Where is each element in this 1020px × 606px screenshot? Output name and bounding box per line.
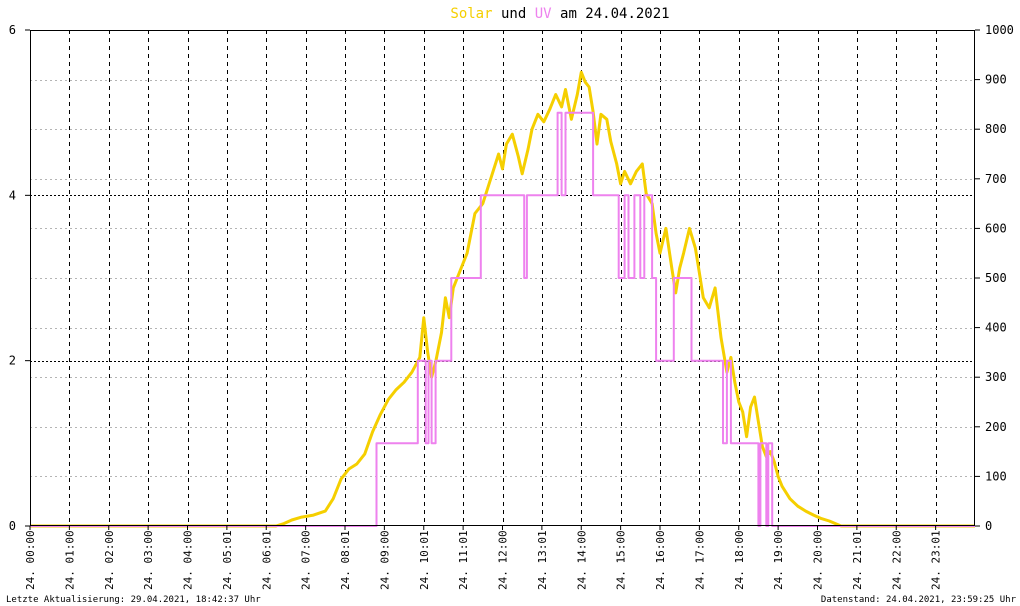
x-tick-label: 24. 01:00 xyxy=(63,530,76,590)
x-tick-label: 24. 11:01 xyxy=(457,530,470,590)
series-uv-line xyxy=(30,111,975,527)
x-tick-label: 24. 12:00 xyxy=(497,530,510,590)
x-tick-label: 24. 03:00 xyxy=(142,530,155,590)
footer-data-status: Datenstand: 24.04.2021, 23:59:25 Uhr xyxy=(821,595,1017,605)
y-right-tick-label: 200 xyxy=(985,420,1007,434)
x-tick-label: 24. 14:00 xyxy=(575,530,588,590)
chart-title: Solar und UV am 24.04.2021 xyxy=(450,6,669,22)
series-layer xyxy=(30,70,975,528)
x-tick-label: 24. 17:00 xyxy=(693,530,706,590)
x-tick-label: 24. 00:00 xyxy=(24,530,37,590)
x-tick-label: 24. 05:01 xyxy=(221,530,234,590)
y-left-tick-label: 0 xyxy=(9,519,16,533)
x-tick-label: 24. 02:00 xyxy=(103,530,116,590)
y-right-tick-label: 800 xyxy=(985,122,1007,136)
x-tick-label: 24. 20:00 xyxy=(812,530,825,590)
title-uv: UV xyxy=(535,6,552,22)
y-right-tick-label: 300 xyxy=(985,370,1007,384)
y-axis-left: 0 2 4 6 xyxy=(9,23,30,533)
y-axis-right: 0 100 200 300 400 500 600 700 800 900 1000 xyxy=(975,23,1014,533)
x-tick-label: 24. 19:00 xyxy=(772,530,785,590)
x-tick-label: 24. 21:01 xyxy=(851,530,864,590)
y-right-tick-label: 700 xyxy=(985,172,1007,186)
x-tick-label: 24. 08:01 xyxy=(339,530,352,590)
y-left-tick-label: 2 xyxy=(9,354,16,368)
y-right-tick-label: 500 xyxy=(985,271,1007,285)
x-tick-label: 24. 04:00 xyxy=(182,530,195,590)
x-tick-label: 24. 07:00 xyxy=(300,530,313,590)
x-tick-label: 24. 15:00 xyxy=(615,530,628,590)
x-tick-label: 24. 10:01 xyxy=(418,530,431,590)
y-right-tick-label: 1000 xyxy=(985,23,1014,37)
y-right-tick-label: 400 xyxy=(985,321,1007,335)
x-tick-label: 24. 16:00 xyxy=(654,530,667,590)
title-date: am 24.04.2021 xyxy=(560,6,670,22)
footer-last-update: Letzte Aktualisierung: 29.04.2021, 18:42… xyxy=(6,595,261,605)
x-tick-label: 24. 22:00 xyxy=(890,530,903,590)
x-axis: 24. 00:00 24. 01:00 24. 02:00 24. 03:00 24. … xyxy=(24,526,943,590)
x-tick-label: 24. 13:01 xyxy=(536,530,549,590)
title-solar: Solar xyxy=(450,6,492,22)
y-left-tick-label: 6 xyxy=(9,23,16,37)
y-right-tick-label: 600 xyxy=(985,221,1007,235)
x-tick-label: 24. 09:00 xyxy=(378,530,391,590)
y-right-tick-label: 0 xyxy=(985,519,992,533)
x-tick-label: 24. 23:01 xyxy=(930,530,943,590)
series-solar-line xyxy=(30,70,975,528)
plot-border xyxy=(30,30,975,526)
grid xyxy=(30,30,975,526)
x-tick-label: 24. 18:00 xyxy=(733,530,746,590)
x-tick-label: 24. 06:01 xyxy=(260,530,273,590)
plot-frame xyxy=(30,30,975,526)
y-left-tick-label: 4 xyxy=(9,188,16,202)
title-und: und xyxy=(501,6,526,22)
y-right-tick-label: 900 xyxy=(985,73,1007,87)
y-right-tick-label: 100 xyxy=(985,469,1007,483)
